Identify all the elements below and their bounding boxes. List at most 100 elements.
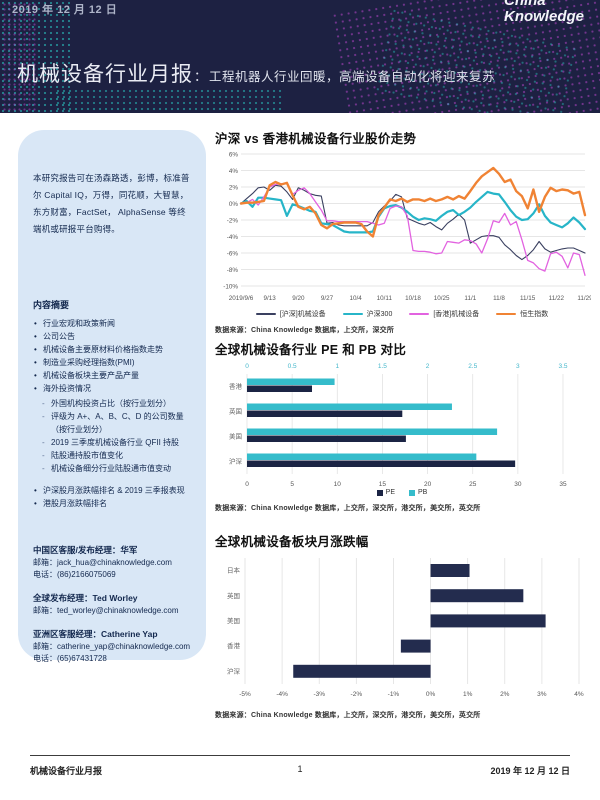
legend-item: [香港]机械设备 <box>409 309 479 319</box>
footer-date: 2019 年 12 月 12 日 <box>490 766 570 776</box>
svg-text:-4%: -4% <box>227 234 239 241</box>
svg-text:9/13: 9/13 <box>264 295 277 302</box>
logo-line2: Knowledge <box>503 7 584 25</box>
chart1-source: 数据来源：China Knowledge 数据库，上交所，深交所 <box>215 327 395 334</box>
price-trend-line-chart: 6% 4% 2% 0% -2% -4% -6% -8% -10% 2019/9/6 9/13 9/20… <box>223 151 591 302</box>
summary-item: 行业宏观和政策新闻 <box>33 317 191 330</box>
page-title-main: 机械设备行业月报 <box>17 63 193 86</box>
svg-text:35: 35 <box>559 481 567 488</box>
svg-text:10/18: 10/18 <box>405 295 421 302</box>
sidebar: 本研究报告可在汤森路透，彭博，标准普尔 Capital IQ，万得，同花顺，大智… <box>18 130 206 663</box>
summary-list: 行业宏观和政策新闻 公司公告 机械设备主要原材料价格指数走势 制造业采购经理指数… <box>33 317 191 395</box>
report-header: 2019 年 12 月 12 日 China Knowledge 机械设备行业月… <box>0 0 600 113</box>
china-knowledge-logo: China Knowledge <box>504 0 584 25</box>
summary-subitem: 评级为 A+、A、B、C、D 的公司数量（按行业划分） <box>41 410 191 436</box>
summary-item: 公司公告 <box>33 330 191 343</box>
contact-email: 邮箱：ted_worley@chinaknowledge.com <box>33 606 179 615</box>
svg-text:1.5: 1.5 <box>378 363 387 370</box>
legend-label: 恒生指数 <box>520 311 549 318</box>
svg-text:9/27: 9/27 <box>321 295 334 302</box>
svg-text:10/4: 10/4 <box>350 295 363 302</box>
svg-text:11/1: 11/1 <box>464 295 476 302</box>
contacts-section: 中国区客服/发布经理：华军 邮箱：jack_hua@chinaknowledge… <box>33 544 191 665</box>
svg-text:-6%: -6% <box>227 250 239 257</box>
footer-rule <box>30 755 570 756</box>
svg-text:15: 15 <box>379 481 387 488</box>
svg-text:3%: 3% <box>537 691 547 698</box>
svg-text:9/20: 9/20 <box>292 295 305 302</box>
contact-phone: 电话：(86)2166075069 <box>33 570 116 579</box>
summary-item: 机械设备主要原材料价格指数走势 <box>33 343 191 356</box>
svg-text:2%: 2% <box>229 184 239 191</box>
svg-text:1: 1 <box>335 363 339 370</box>
legend-item: 沪深300 <box>342 309 393 319</box>
summary-item: 港股月涨跌幅排名 <box>33 497 191 510</box>
legend-label: 沪深300 <box>366 311 393 318</box>
chart2-source: 数据来源：China Knowledge 数据库，上交所，深交所，港交所，美交所… <box>215 505 481 512</box>
svg-text:日本: 日本 <box>227 566 241 575</box>
svg-text:3: 3 <box>516 363 520 370</box>
svg-text:10/25: 10/25 <box>434 295 450 302</box>
svg-text:25: 25 <box>469 481 477 488</box>
svg-text:-2%: -2% <box>227 217 239 224</box>
svg-text:-10%: -10% <box>223 283 238 290</box>
summary-sublist: 外国机构投资占比（按行业划分） 评级为 A+、A、B、C、D 的公司数量（按行业… <box>41 397 191 475</box>
legend-item: PB <box>409 489 427 496</box>
svg-text:11/15: 11/15 <box>520 295 536 302</box>
legend-swatch <box>409 312 430 316</box>
svg-text:10/11: 10/11 <box>377 295 393 302</box>
summary-item: 机械设备板块主要产品产量 <box>33 369 191 382</box>
contact-email: 邮箱：jack_hua@chinaknowledge.com <box>33 558 172 567</box>
svg-text:20: 20 <box>424 481 432 488</box>
svg-text:2: 2 <box>426 363 430 370</box>
svg-text:沪深: 沪深 <box>229 457 243 466</box>
legend-item: [沪深]机械设备 <box>255 309 326 319</box>
summary-subitem: 陆股通持股市值变化 <box>41 449 191 462</box>
svg-text:-1%: -1% <box>388 691 400 698</box>
svg-text:-8%: -8% <box>227 267 239 274</box>
contact-asia: 亚洲区客服经理：Catherine Yap 邮箱：catherine_yap@c… <box>33 628 191 665</box>
svg-text:1%: 1% <box>463 691 473 698</box>
contact-china: 中国区客服/发布经理：华军 邮箱：jack_hua@chinaknowledge… <box>33 544 191 581</box>
chart3-title: 全球机械设备板块月涨跌幅 <box>215 535 369 549</box>
svg-text:香港: 香港 <box>227 641 241 650</box>
contact-role: 全球发布经理：Ted Worley <box>33 593 138 603</box>
footer-page-number: 1 <box>297 764 303 774</box>
page-title-subtitle: 工程机器人行业回暖，高端设备自动化将迎来复苏 <box>209 70 496 84</box>
legend-item: PE <box>376 489 395 496</box>
chart3-source: 数据来源：China Knowledge 数据库，上交所，深交所，港交所，美交所… <box>215 712 481 719</box>
svg-text:-3%: -3% <box>313 691 325 698</box>
legend-swatch <box>409 489 415 496</box>
legend-label: PE <box>385 489 395 496</box>
footer-report-name: 机械设备行业月报 <box>30 766 103 776</box>
contact-global: 全球发布经理：Ted Worley 邮箱：ted_worley@chinakno… <box>33 592 191 617</box>
summary-subitem: 机械设备细分行业陆股通市值变动 <box>41 462 191 475</box>
legend-label: [沪深]机械设备 <box>279 311 326 318</box>
svg-text:-5%: -5% <box>239 691 251 698</box>
contact-phone: 电话：(65)67431728 <box>33 654 107 663</box>
summary-item: 沪深股月涨跌幅排名 & 2019 三季报表现 <box>33 484 191 497</box>
legend-label: PB <box>418 489 428 496</box>
svg-text:0.5: 0.5 <box>288 363 297 370</box>
contact-email: 邮箱：catherine_yap@chinaknowledge.com <box>33 642 191 651</box>
svg-text:美国: 美国 <box>229 432 242 441</box>
svg-text:30: 30 <box>514 481 522 488</box>
svg-text:3.5: 3.5 <box>558 363 567 370</box>
svg-text:0%: 0% <box>426 691 436 698</box>
legend-swatch <box>255 312 276 316</box>
svg-text:0%: 0% <box>229 201 239 208</box>
legend-swatch <box>342 312 363 316</box>
svg-text:11/8: 11/8 <box>493 295 505 302</box>
legend-swatch <box>376 489 383 496</box>
legend-label: [香港]机械设备 <box>433 311 480 318</box>
svg-text:0: 0 <box>245 481 249 488</box>
page-title: 机械设备行业月报 ： 工程机器人行业回暖，高端设备自动化将迎来复苏 <box>17 58 495 88</box>
svg-text:美国: 美国 <box>227 616 240 625</box>
svg-text:10: 10 <box>334 481 342 488</box>
report-date: 2019 年 12 月 12 日 <box>12 4 118 16</box>
chart2-legend: PE PB <box>213 489 591 496</box>
svg-text:11/22: 11/22 <box>549 295 565 302</box>
